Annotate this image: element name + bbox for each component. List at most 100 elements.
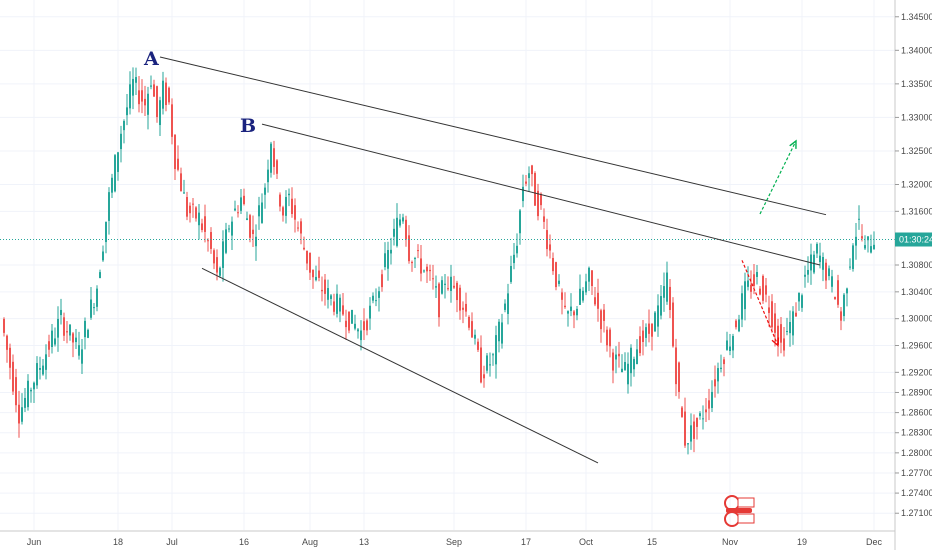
candle-down [462, 307, 464, 310]
candle-down [189, 205, 191, 214]
wave-label-a: A [143, 48, 159, 70]
candle-up [261, 202, 263, 223]
candle-up [135, 77, 137, 83]
candle-up [666, 272, 668, 302]
candle-down [282, 207, 284, 216]
y-tick-label: 1.34500 [901, 12, 932, 22]
green-arrow-head [789, 139, 797, 149]
candle-down [561, 292, 563, 300]
candle-up [369, 305, 371, 319]
candle-down [537, 190, 539, 217]
logo-ring-bottom [724, 511, 740, 527]
candle-up [474, 334, 476, 339]
candle-up [87, 329, 89, 338]
candle-up [384, 253, 386, 268]
candle-up [102, 251, 104, 261]
candle-up [435, 286, 437, 288]
candle-down [48, 341, 50, 350]
candle-down [303, 247, 305, 250]
candle-up [372, 295, 374, 301]
candle-up [828, 268, 830, 277]
candle-up [633, 358, 635, 370]
candle-up [513, 254, 515, 264]
candles [3, 67, 875, 455]
candle-up [99, 272, 101, 279]
candle-up [756, 272, 758, 277]
candle-up [111, 177, 113, 193]
candle-up [240, 197, 242, 211]
candle-down [192, 203, 194, 205]
candle-up [528, 173, 530, 179]
red-arrow [741, 260, 779, 346]
candle-up [501, 322, 503, 344]
candle-up [738, 319, 740, 332]
candle-up [75, 337, 77, 343]
candle-down [708, 400, 710, 409]
candle-up [162, 80, 164, 109]
candle-down [594, 297, 596, 305]
candle-up [81, 349, 83, 364]
candle-down [6, 335, 8, 350]
candle-down [651, 323, 653, 337]
x-tick-label: Nov [722, 537, 739, 547]
x-tick-label: Dec [866, 537, 883, 547]
candle-up [390, 249, 392, 254]
candle-down [171, 104, 173, 137]
candle-down [780, 324, 782, 343]
candle-down [552, 257, 554, 272]
candle-up [222, 241, 224, 268]
candle-up [852, 245, 854, 269]
candle-up [744, 281, 746, 310]
candle-up [570, 306, 572, 311]
candle-down [276, 160, 278, 174]
candle-down [471, 321, 473, 338]
x-tick-label: Oct [579, 537, 594, 547]
candle-down [141, 90, 143, 102]
x-tick-label: 16 [239, 537, 249, 547]
x-tick-label: Jun [27, 537, 42, 547]
candle-up [588, 267, 590, 282]
candle-up [657, 305, 659, 327]
candle-up [816, 243, 818, 254]
candle-down [210, 232, 212, 249]
candle-down [309, 252, 311, 273]
logo-box-bottom [737, 513, 755, 524]
candle-down [750, 284, 752, 292]
candle-up [33, 382, 35, 390]
candle-down [669, 286, 671, 310]
candle-up [150, 85, 152, 87]
logo-box-top [737, 497, 755, 508]
candle-down [279, 194, 281, 207]
candle-down [837, 280, 839, 305]
candle-down [174, 134, 176, 170]
candle-up [498, 321, 500, 342]
candle-up [45, 354, 47, 370]
candle-down [411, 261, 413, 264]
candle-up [228, 228, 230, 230]
candle-up [804, 274, 806, 277]
candle-up [126, 107, 128, 116]
y-tick-label: 1.27400 [901, 488, 932, 498]
candle-up [330, 295, 332, 299]
candle-down [12, 361, 14, 392]
candle-down [540, 193, 542, 206]
candle-down [681, 407, 683, 417]
candle-down [180, 173, 182, 192]
candle-down [597, 292, 599, 309]
candle-up [630, 347, 632, 374]
candle-up [654, 312, 656, 332]
y-tick-label: 1.31600 [901, 206, 932, 216]
candle-up [636, 349, 638, 365]
candle-up [90, 299, 92, 318]
candle-up [741, 293, 743, 320]
candle-down [3, 318, 5, 333]
y-tick-label: 1.28300 [901, 428, 932, 438]
candle-up [486, 355, 488, 371]
candle-down [237, 212, 239, 214]
candle-down [534, 173, 536, 206]
candle-up [792, 311, 794, 336]
y-tick-label: 1.30400 [901, 287, 932, 297]
candle-up [519, 210, 521, 234]
upper-line-b [261, 123, 821, 266]
